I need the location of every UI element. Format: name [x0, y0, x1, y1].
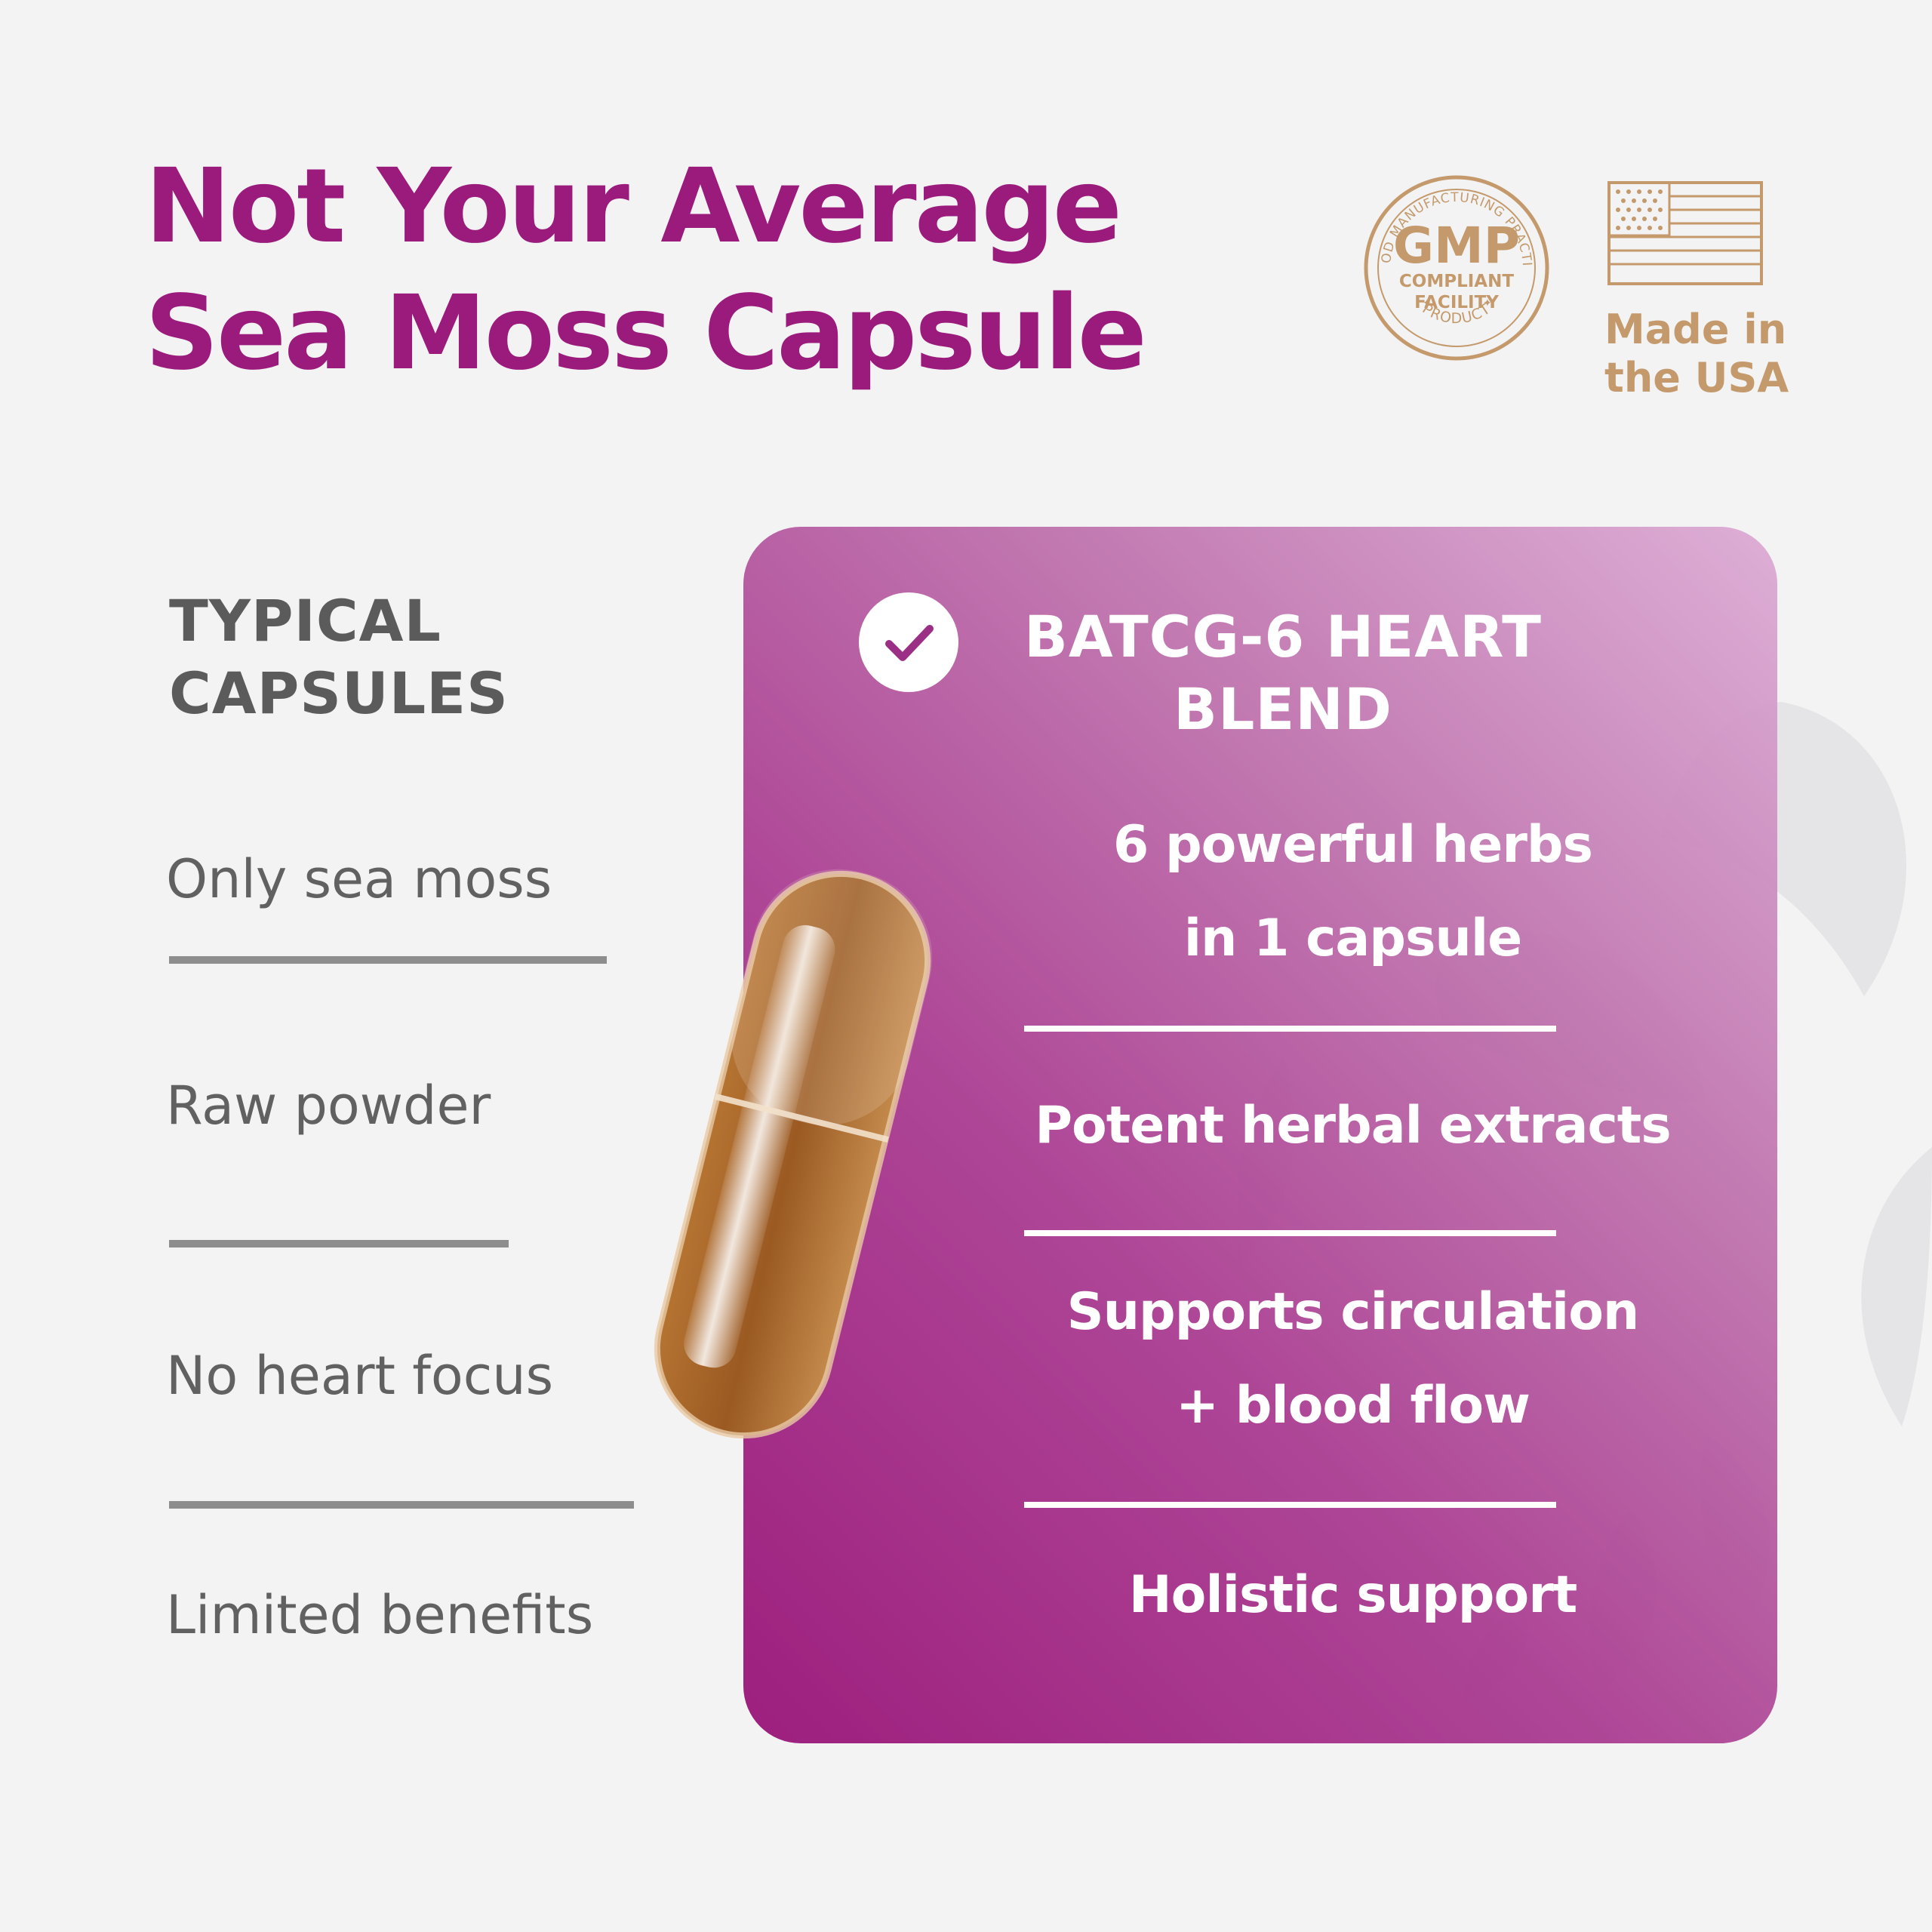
- divider: [1024, 1026, 1556, 1032]
- blend-title-line-1: BATCG-6 HEART: [1023, 603, 1542, 670]
- gmp-line2-text: FACILITY: [1414, 293, 1499, 312]
- made-in-usa-line-2: the USA: [1604, 354, 1789, 401]
- blend-feature-line: 6 powerful herbs: [1112, 815, 1593, 875]
- capsule-image: [654, 869, 933, 1439]
- divider: [169, 1240, 509, 1247]
- blend-feature-line: Potent herbal extracts: [1035, 1096, 1672, 1155]
- page-title-line-2: Sea Moss Capsule: [145, 274, 1147, 393]
- divider: [169, 1501, 634, 1509]
- blend-feature-line: Holistic support: [1128, 1565, 1578, 1625]
- divider: [169, 956, 607, 964]
- blend-feature: Supports circulation + blood flow: [924, 1266, 1781, 1453]
- blend-feature-line: + blood flow: [1176, 1376, 1531, 1435]
- blend-title-line-2: BLEND: [1174, 675, 1392, 743]
- blend-feature: 6 powerful herbs in 1 capsule: [924, 798, 1781, 986]
- page-title-line-1: Not Your Average: [145, 147, 1122, 266]
- heart-blend-card: [743, 527, 1777, 1743]
- typical-item: Limited benefits: [166, 1584, 594, 1646]
- typical-item: Raw powder: [166, 1075, 491, 1137]
- blend-feature-line: Supports circulation: [1066, 1282, 1640, 1342]
- gmp-main-text: GMP: [1393, 217, 1520, 275]
- made-in-usa-label: Made in the USA: [1604, 306, 1831, 402]
- svg-text:✦: ✦: [1423, 297, 1432, 309]
- blend-feature-line: in 1 capsule: [1183, 909, 1523, 968]
- typical-heading-line-1: TYPICAL: [169, 587, 441, 654]
- page-title: Not Your Average Sea Moss Capsule: [145, 143, 1147, 397]
- gmp-line1-text: COMPLIANT: [1399, 272, 1514, 291]
- typical-item: No heart focus: [166, 1345, 554, 1407]
- blend-title: BATCG-6 HEART BLEND: [981, 601, 1585, 746]
- svg-text:✦: ✦: [1483, 297, 1492, 309]
- blend-feature: Holistic support: [924, 1549, 1781, 1642]
- us-flag-icon: [1607, 181, 1763, 285]
- typical-heading-line-2: CAPSULES: [169, 660, 509, 727]
- made-in-usa-line-1: Made in: [1604, 306, 1787, 353]
- blend-feature: Potent herbal extracts: [924, 1079, 1781, 1173]
- divider: [1024, 1230, 1556, 1236]
- typical-item: Only sea moss: [166, 848, 552, 910]
- gmp-seal-icon: GOOD MANUFACTURING PRACTICE PRODUCT GMP …: [1362, 174, 1549, 361]
- checkmark-icon: [859, 592, 958, 692]
- typical-capsules-heading: TYPICAL CAPSULES: [169, 585, 509, 730]
- divider: [1024, 1502, 1556, 1508]
